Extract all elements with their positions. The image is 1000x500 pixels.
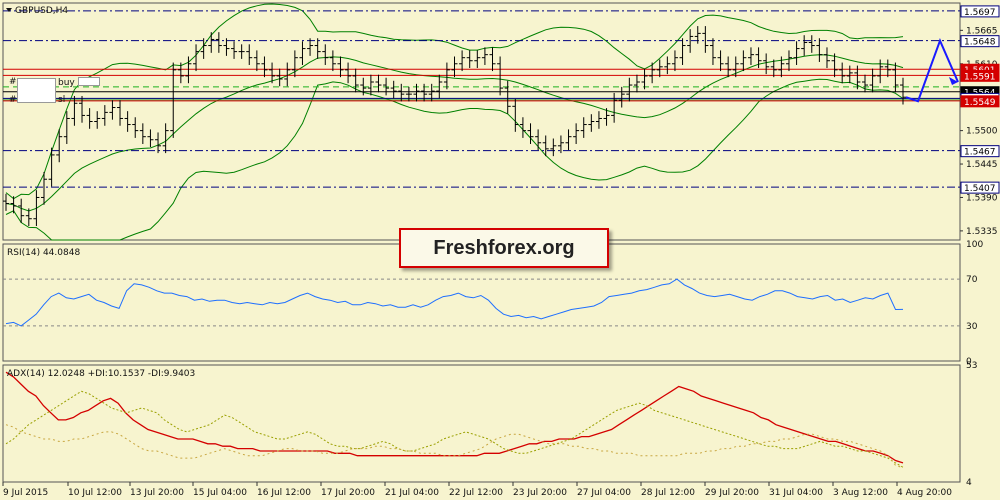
rsi-title: RSI(14) 44.0848 [7, 248, 80, 258]
panel-titles: GBPUSD,H4 RSI(14) 44.0848 ADX(14) 12.024… [6, 6, 195, 379]
level-tag-label: 1.5407 [964, 184, 996, 194]
x-tick-label: 15 Jul 04:00 [193, 488, 247, 498]
x-tick-label: 4 Aug 20:00 [897, 488, 952, 498]
x-tick-label: 3 Aug 12:00 [833, 488, 888, 498]
level-tag-label: 1.5467 [964, 148, 996, 158]
x-tick-label: 31 Jul 04:00 [769, 488, 823, 498]
x-tick-label: 9 Jul 2015 [3, 488, 48, 498]
level-tag [960, 181, 1000, 194]
level-tag [960, 95, 1000, 108]
adx-series-line [5, 424, 904, 469]
adx-title: ADX(14) 12.0248 +DI:10.1537 -DI:9.9403 [7, 369, 195, 379]
symbol-title: GBPUSD,H4 [15, 6, 68, 16]
level-tag [960, 5, 1000, 18]
rsi-tick-label: 70 [966, 275, 978, 285]
price-frame [2, 2, 961, 241]
adx-panel: 53 4 [2, 361, 977, 488]
y-tick-label: 1.5665 [966, 26, 998, 36]
y-tick-label: 1.5445 [966, 160, 998, 170]
adx-tick-label: 53 [966, 361, 977, 371]
bollinger-upper [5, 3, 904, 200]
rsi-tick-label: 0 [966, 357, 972, 367]
sell-price-box[interactable] [17, 78, 56, 103]
buy-button[interactable] [78, 77, 100, 86]
level-tag [960, 69, 1000, 82]
x-tick-label: 27 Jul 04:00 [577, 488, 631, 498]
rsi-tick-label: 30 [966, 322, 978, 332]
y-tick-label: 1.5500 [966, 127, 998, 137]
level-tag [960, 35, 1000, 48]
adx-series-line [5, 390, 904, 468]
y-tick-label: 1.5390 [966, 193, 998, 203]
x-axis: 9 Jul 2015 10 Jul 12:00 13 Jul 20:00 15 Jul… [2, 482, 952, 498]
adx-frame [2, 364, 961, 483]
x-tick-label: 28 Jul 12:00 [641, 488, 695, 498]
level-tag [960, 145, 1000, 158]
x-tick-label: 21 Jul 04:00 [385, 488, 439, 498]
x-tick-label: 13 Jul 20:00 [130, 488, 184, 498]
buy-label[interactable]: buy [58, 78, 75, 88]
x-tick-label: 23 Jul 20:00 [513, 488, 567, 498]
x-tick-label: 22 Jul 12:00 [449, 488, 503, 498]
adx-tick-label: 4 [966, 478, 972, 488]
support-zone [3, 98, 960, 101]
sell-label: sl [58, 95, 66, 105]
bollinger-middle [5, 54, 904, 212]
level-tag-label: 1.5549 [964, 98, 996, 108]
y-tick-label: 1.5335 [966, 227, 998, 237]
x-tick-label: 16 Jul 12:00 [257, 488, 311, 498]
level-tag-label: 1.5648 [964, 38, 996, 48]
price-panel: 1.56651.56101.55551.55001.54451.53901.53… [2, 2, 1000, 241]
trade-hash-b: # [9, 95, 17, 105]
rsi-line [5, 278, 904, 327]
x-tick-label: 29 Jul 20:00 [705, 488, 759, 498]
bollinger-lower [5, 78, 904, 241]
watermark-banner: Freshforex.org [399, 228, 609, 268]
x-tick-label: 17 Jul 20:00 [321, 488, 375, 498]
forecast-arrow [905, 37, 959, 103]
rsi-tick-label: 100 [966, 240, 983, 250]
level-tag-label: 1.5697 [964, 8, 996, 18]
x-tick-label: 10 Jul 12:00 [68, 488, 122, 498]
level-tag-label: 1.5591 [964, 72, 996, 82]
forecast-arrow-head [949, 77, 958, 85]
triangle-down-icon[interactable] [6, 8, 12, 12]
trade-hash-a: # [9, 77, 17, 87]
